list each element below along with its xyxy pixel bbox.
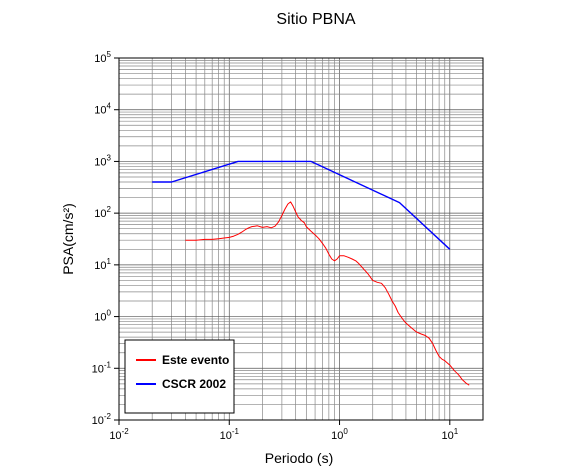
x-axis: 10-2 10-1 100 101 xyxy=(109,420,459,442)
x-tick-label: 10-2 xyxy=(109,427,129,442)
y-tick-label: 104 xyxy=(94,102,111,117)
plot-frame xyxy=(118,57,484,421)
y-tick-label: 103 xyxy=(94,153,111,168)
series-layer xyxy=(152,160,470,386)
x-tick-label: 101 xyxy=(441,427,458,442)
y-axis-label: PSA(cm/s²) xyxy=(60,203,76,275)
y-tick-label: 105 xyxy=(94,50,111,65)
y-tick-label: 101 xyxy=(94,257,111,272)
chart-title: Sitio PBNA xyxy=(276,11,355,28)
series-line-1 xyxy=(152,160,451,250)
y-tick-label: 100 xyxy=(94,309,111,324)
y-tick-label: 10-1 xyxy=(92,360,112,375)
y-tick-label: 102 xyxy=(94,205,111,220)
y-axis: 10-2 10-1 100 101 102 103 104 105 xyxy=(92,50,119,427)
series-line-0 xyxy=(185,201,470,386)
y-tick-label: 10-2 xyxy=(92,412,112,427)
legend-box xyxy=(124,339,235,414)
x-tick-label: 100 xyxy=(331,427,348,442)
x-axis-label: Periodo (s) xyxy=(265,450,333,466)
legend-label-cscr-2002: CSCR 2002 xyxy=(162,377,226,391)
legend: Este evento CSCR 2002 xyxy=(124,339,235,414)
x-tick-label: 10-1 xyxy=(220,427,240,442)
legend-label-este-evento: Este evento xyxy=(162,353,229,367)
